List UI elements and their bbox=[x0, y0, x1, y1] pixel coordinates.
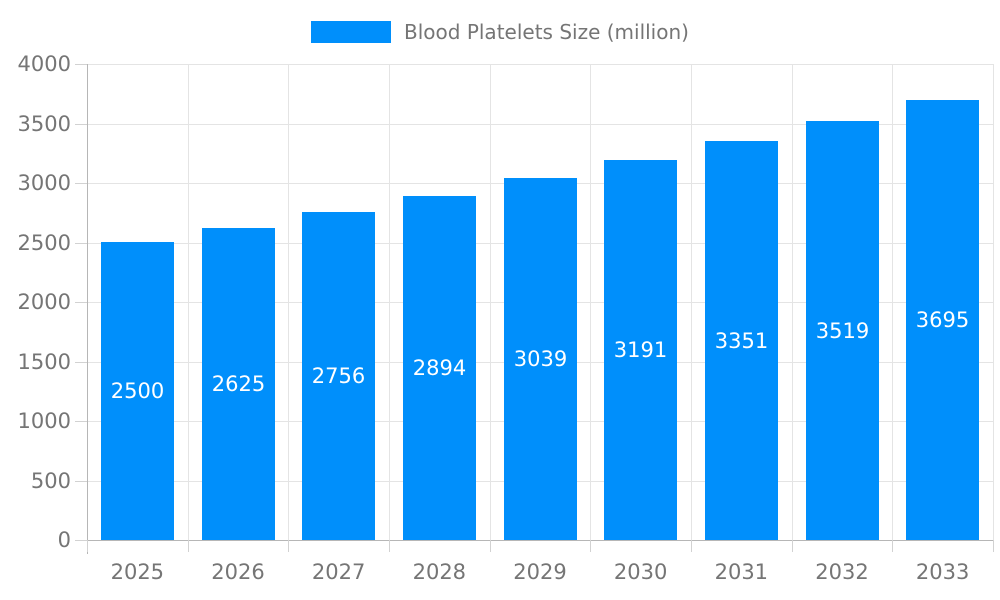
y-axis-tick bbox=[75, 64, 87, 65]
bar[interactable]: 3519 bbox=[806, 121, 879, 540]
y-axis-label: 0 bbox=[57, 528, 71, 552]
y-axis-tick bbox=[75, 540, 87, 541]
bar-value-label: 3695 bbox=[915, 308, 970, 332]
x-axis-label: 2026 bbox=[211, 560, 265, 584]
bar[interactable]: 2756 bbox=[302, 212, 375, 540]
bar-value-label: 3039 bbox=[513, 347, 568, 371]
legend-swatch-icon bbox=[311, 21, 392, 43]
x-axis-label: 2032 bbox=[815, 560, 869, 584]
y-gridline bbox=[87, 123, 993, 125]
x-gridline bbox=[993, 64, 994, 540]
x-axis-tick bbox=[87, 540, 88, 552]
x-axis-label: 2030 bbox=[613, 560, 668, 584]
bar-value-label: 2625 bbox=[211, 372, 266, 396]
y-axis-label: 2000 bbox=[17, 290, 71, 314]
bar[interactable]: 2894 bbox=[403, 196, 476, 540]
x-axis-tick bbox=[691, 540, 692, 552]
x-gridline bbox=[187, 64, 189, 540]
x-axis-line bbox=[87, 540, 994, 541]
y-axis-tick bbox=[75, 123, 87, 125]
x-gridline bbox=[590, 64, 592, 540]
y-axis-label: 1000 bbox=[17, 409, 71, 433]
bar-value-label: 2500 bbox=[110, 379, 165, 403]
y-axis-label: 3500 bbox=[17, 111, 71, 136]
x-axis-label: 2027 bbox=[311, 560, 366, 584]
x-gridline bbox=[691, 64, 692, 540]
x-axis-tick bbox=[892, 540, 894, 552]
y-axis-label: 2500 bbox=[17, 230, 71, 255]
x-gridline bbox=[489, 64, 491, 540]
y-axis-line bbox=[87, 64, 88, 554]
x-gridline bbox=[288, 64, 290, 540]
y-axis-label: 4000 bbox=[17, 52, 71, 76]
x-axis-label: 2028 bbox=[412, 560, 467, 584]
plot-area: 2500 2625 2756 2894 3039 3191 3351 3519 3695 bbox=[87, 64, 994, 540]
bar[interactable]: 3695 bbox=[906, 100, 979, 540]
x-gridline bbox=[791, 64, 793, 540]
x-axis-label: 2029 bbox=[513, 560, 567, 584]
y-axis-label: 1500 bbox=[17, 349, 71, 374]
bar-value-label: 3191 bbox=[613, 338, 668, 362]
y-axis-tick bbox=[75, 361, 87, 363]
bar-value-label: 3351 bbox=[714, 328, 769, 353]
y-axis-tick bbox=[75, 183, 87, 184]
bar[interactable]: 2625 bbox=[202, 228, 275, 540]
x-axis-tick bbox=[389, 540, 390, 552]
x-axis-label: 2031 bbox=[714, 560, 769, 584]
y-axis-label: 500 bbox=[30, 468, 71, 493]
bar[interactable]: 3351 bbox=[705, 141, 778, 540]
x-axis-tick bbox=[288, 540, 290, 552]
y-axis-tick bbox=[75, 480, 87, 482]
y-axis-tick bbox=[75, 242, 87, 244]
x-axis-tick bbox=[791, 540, 793, 552]
x-gridline bbox=[389, 64, 390, 540]
x-axis-tick bbox=[590, 540, 592, 552]
bar[interactable]: 3039 bbox=[504, 178, 577, 540]
legend[interactable]: Blood Platelets Size (million) bbox=[0, 18, 1000, 46]
x-gridline bbox=[892, 64, 894, 540]
x-axis-tick bbox=[993, 540, 994, 552]
bar-value-label: 2894 bbox=[412, 356, 467, 380]
x-axis-label: 2033 bbox=[915, 560, 970, 584]
y-axis-tick bbox=[75, 302, 87, 303]
y-axis-label: 3000 bbox=[17, 171, 71, 195]
x-axis-label: 2025 bbox=[110, 560, 165, 584]
x-axis-tick bbox=[187, 540, 189, 552]
x-axis-tick bbox=[489, 540, 491, 552]
bar[interactable]: 2500 bbox=[101, 242, 174, 540]
bar[interactable]: 3191 bbox=[604, 160, 677, 540]
y-axis-tick bbox=[75, 421, 87, 422]
bar-value-label: 3519 bbox=[815, 318, 870, 343]
y-gridline bbox=[87, 64, 993, 65]
bar-value-label: 2756 bbox=[311, 364, 366, 388]
legend-label: Blood Platelets Size (million) bbox=[404, 20, 689, 44]
